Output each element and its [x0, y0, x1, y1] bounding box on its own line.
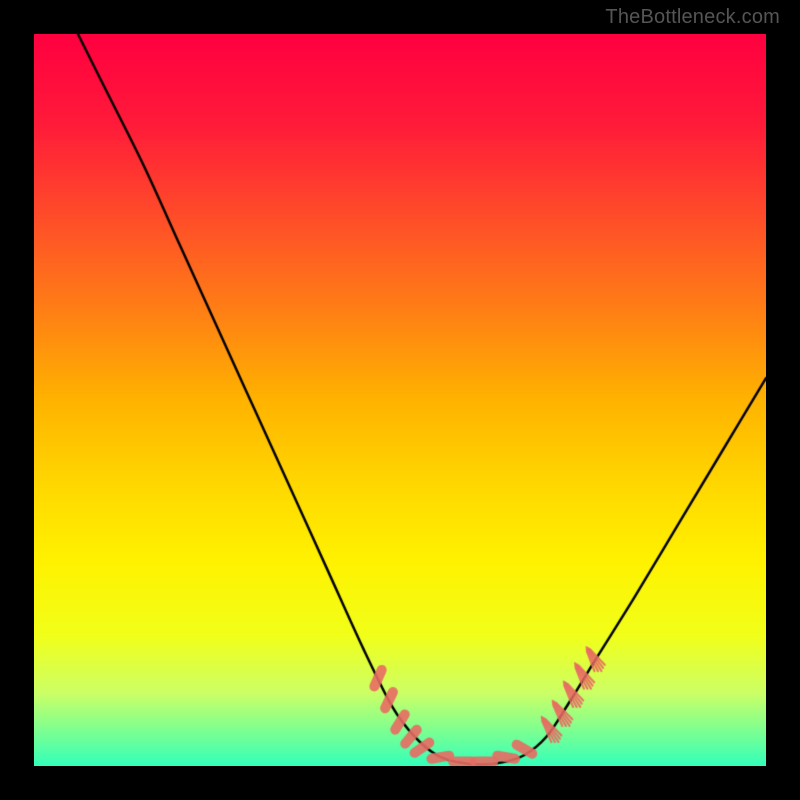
watermark-text: TheBottleneck.com — [605, 6, 780, 29]
highlight-markers — [34, 34, 766, 766]
chart-stage: TheBottleneck.com — [0, 0, 800, 800]
plot-area — [34, 34, 766, 766]
